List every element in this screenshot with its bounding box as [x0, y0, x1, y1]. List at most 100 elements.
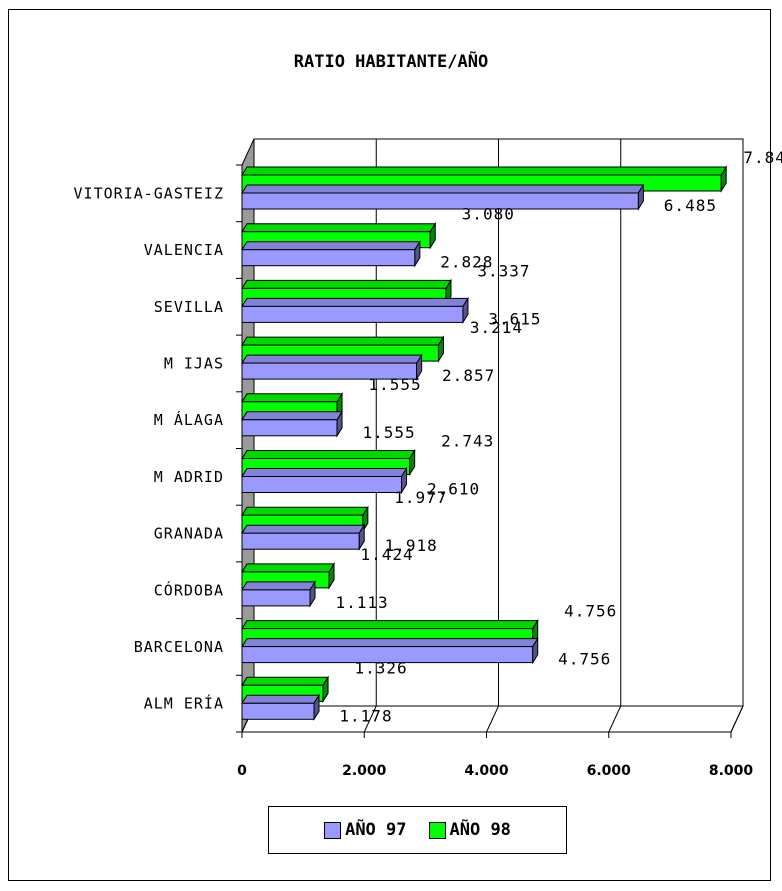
- data-label-ano-98-malaga: 1.555: [368, 375, 421, 394]
- bar-side-ano-97-granada: [358, 523, 365, 551]
- data-label-ano-97-madrid: 2.610: [427, 480, 480, 499]
- bar-side-ano-98-mijas: [437, 335, 444, 363]
- bar-ano-97-malaga: [241, 410, 343, 438]
- bar-top-ano-98-cordoba: [241, 563, 335, 573]
- bar-side-ano-97-sevilla: [462, 296, 469, 325]
- bars: [241, 165, 728, 722]
- bar-ano-97-almeria: [241, 693, 320, 722]
- bar-top-ano-98-mijas: [241, 336, 445, 346]
- bar-ano-97-vitoria-gasteiz: [241, 183, 645, 211]
- data-label-ano-98-sevilla: 3.337: [477, 261, 530, 280]
- floor-gridline-3: [608, 705, 622, 733]
- bar-front-ano-97-madrid: [241, 476, 403, 493]
- data-label-ano-98-vitoria-gasteiz: 7.840: [743, 148, 782, 167]
- bar-front-ano-97-valencia: [241, 249, 416, 267]
- data-label-ano-97-malaga: 1.555: [362, 423, 415, 442]
- data-label-ano-97-cordoba: 1.113: [335, 593, 388, 612]
- bar-side-ano-97-almeria: [313, 693, 320, 722]
- bar-top-ano-97-madrid: [241, 468, 408, 477]
- legend-label-ano-97: AÑO 97: [345, 820, 407, 840]
- data-label-ano-97-mijas: 2.857: [442, 366, 495, 385]
- bar-top-ano-98-granada: [241, 506, 369, 516]
- bar-front-ano-97-cordoba: [241, 589, 311, 607]
- legend-label-ano-98: AÑO 98: [449, 820, 511, 840]
- bar-side-ano-98-valencia: [429, 221, 436, 250]
- data-label-ano-97-barcelona: 4.756: [558, 650, 611, 669]
- data-label-ano-98-almeria: 1.326: [354, 658, 407, 677]
- bar-ano-97-sevilla: [241, 296, 469, 325]
- bar-top-ano-97-vitoria-gasteiz: [241, 184, 645, 194]
- bar-top-ano-98-sevilla: [241, 279, 452, 289]
- category-label-cordoba: CÓRDOBA: [154, 580, 224, 599]
- bar-side-ano-97-malaga: [336, 410, 343, 438]
- floor-gridline-4: [730, 705, 744, 733]
- data-label-ano-98-valencia: 3.080: [462, 205, 515, 224]
- axes: [236, 164, 732, 738]
- bar-side-ano-98-vitoria-gasteiz: [720, 165, 727, 193]
- data-label-ano-97-sevilla: 3.615: [488, 309, 541, 328]
- floor-gridline-2: [486, 705, 499, 733]
- bar-side-ano-98-almeria: [322, 675, 329, 704]
- bar-side-ano-98-madrid: [409, 448, 416, 477]
- bar-ano-97-barcelona: [241, 636, 539, 665]
- data-label-ano-98-barcelona: 4.756: [564, 602, 617, 621]
- bar-side-ano-97-cordoba: [309, 580, 316, 608]
- bar-top-ano-98-barcelona: [241, 620, 539, 630]
- legend-swatch-ano-97: [324, 821, 342, 839]
- bar-side-ano-97-madrid: [401, 466, 408, 495]
- bar-front-ano-97-almeria: [241, 702, 315, 720]
- bar-top-ano-97-malaga: [241, 411, 343, 421]
- legend-item-ano-98: AÑO 98: [428, 820, 511, 840]
- chart-title: RATIO HABITANTE/AÑO: [294, 49, 488, 72]
- data-label-ano-98-mijas: 3.214: [470, 318, 523, 337]
- bar-front-ano-97-sevilla: [241, 305, 464, 323]
- data-label-ano-97-vitoria-gasteiz: 6.485: [664, 196, 717, 215]
- bar-ano-97-valencia: [241, 239, 421, 268]
- bar-top-ano-97-granada: [241, 524, 366, 534]
- bar-top-ano-97-cordoba: [241, 581, 316, 591]
- bar-top-ano-98-madrid: [241, 450, 416, 459]
- bar-ano-97-cordoba: [241, 580, 316, 608]
- bar-top-ano-97-sevilla: [241, 297, 469, 307]
- legend-swatch-ano-98: [428, 821, 446, 839]
- category-label-vitoria-gasteiz: VITORIA-GASTEIZ: [74, 184, 224, 202]
- data-label-ano-98-granada: 1.977: [394, 488, 447, 507]
- bar-top-ano-98-almeria: [241, 676, 329, 686]
- bar-top-ano-97-valencia: [241, 241, 421, 251]
- bar-ano-97-mijas: [241, 353, 423, 381]
- category-label-granada: GRANADA: [154, 525, 224, 543]
- bar-front-ano-97-vitoria-gasteiz: [241, 192, 639, 210]
- bar-front-ano-97-malaga: [241, 419, 338, 437]
- category-label-malaga: M ÁLAGA: [154, 410, 224, 429]
- floor-gridline-1: [363, 705, 377, 733]
- category-label-barcelona: BARCELONA: [134, 638, 224, 656]
- bar-side-ano-97-vitoria-gasteiz: [637, 183, 644, 211]
- legend: AÑO 97 AÑO 98: [268, 806, 567, 854]
- x-tick-label-1: 2.000: [342, 763, 387, 779]
- data-label-ano-98-madrid: 2.743: [441, 432, 494, 451]
- x-tick-label-2: 4.000: [464, 763, 509, 779]
- data-label-ano-97-granada: 1.918: [385, 536, 438, 555]
- bar-front-ano-97-granada: [241, 532, 360, 550]
- bar-top-ano-97-almeria: [241, 694, 320, 704]
- category-label-madrid: M ADRID: [154, 468, 224, 486]
- bar-top-ano-98-valencia: [241, 223, 437, 233]
- bar-top-ano-97-barcelona: [241, 638, 539, 648]
- x-tick-label-4: 8.000: [709, 763, 754, 779]
- bar-top-ano-97-mijas: [241, 354, 423, 364]
- bar-side-ano-97-valencia: [414, 239, 421, 268]
- bar-side-ano-98-cordoba: [328, 562, 335, 590]
- bar-top-ano-98-vitoria-gasteiz: [241, 166, 728, 176]
- x-tick-label-0: 0: [237, 763, 247, 779]
- legend-item-ano-97: AÑO 97: [324, 820, 407, 840]
- category-label-sevilla: SEVILLA: [154, 298, 224, 316]
- bar-ano-97-granada: [241, 523, 366, 551]
- category-label-almeria: ALM ERÍA: [144, 694, 224, 713]
- data-label-ano-97-valencia: 2.828: [440, 253, 493, 272]
- category-label-valencia: VALENCIA: [144, 241, 224, 259]
- data-label-ano-98-cordoba: 1.424: [360, 545, 413, 564]
- category-label-mijas: M IJAS: [164, 354, 224, 372]
- x-tick-label-3: 6.000: [587, 763, 632, 779]
